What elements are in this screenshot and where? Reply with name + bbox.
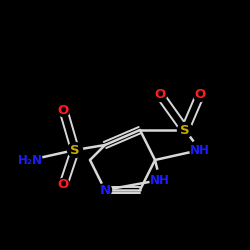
Text: N: N xyxy=(100,184,110,196)
Text: O: O xyxy=(58,104,69,117)
Circle shape xyxy=(150,170,170,190)
Text: O: O xyxy=(58,178,69,192)
Text: O: O xyxy=(154,88,166,102)
Text: NH: NH xyxy=(150,174,170,186)
Text: S: S xyxy=(70,144,80,156)
Text: H₂N: H₂N xyxy=(18,154,42,166)
Circle shape xyxy=(194,88,206,102)
Circle shape xyxy=(57,178,70,192)
Circle shape xyxy=(57,104,70,117)
Text: O: O xyxy=(194,88,205,102)
Circle shape xyxy=(18,148,42,172)
Circle shape xyxy=(68,142,82,158)
Circle shape xyxy=(178,122,192,138)
Circle shape xyxy=(190,140,210,160)
Circle shape xyxy=(98,184,112,196)
Text: S: S xyxy=(180,124,190,136)
Circle shape xyxy=(154,88,166,102)
Text: NH: NH xyxy=(190,144,210,156)
